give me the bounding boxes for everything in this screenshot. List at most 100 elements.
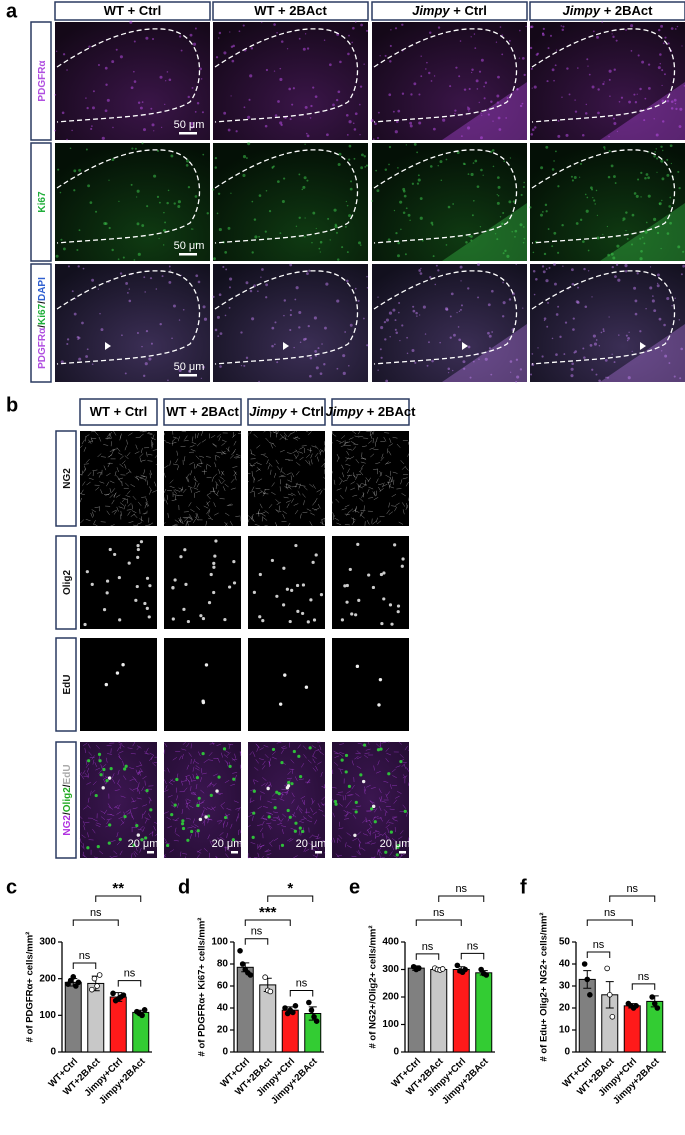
signal [189, 33, 193, 37]
signal [276, 31, 278, 34]
process [195, 830, 199, 835]
process [142, 804, 148, 807]
process [175, 458, 179, 464]
process [128, 468, 132, 474]
process [293, 454, 297, 459]
signal [142, 128, 147, 132]
signal [522, 226, 525, 228]
process [140, 477, 146, 480]
signal [595, 339, 598, 341]
signal [460, 135, 463, 138]
signal [611, 33, 613, 35]
process [203, 759, 209, 763]
signal [326, 133, 329, 137]
nucleus [90, 582, 94, 586]
process [234, 753, 236, 759]
nucleus [94, 793, 98, 798]
process [380, 796, 383, 802]
treatment: + Ctrl [110, 404, 147, 419]
process [216, 743, 222, 747]
signal [251, 200, 254, 203]
y-tick-label: 300 [39, 937, 56, 948]
process [218, 469, 221, 475]
process [333, 479, 336, 485]
signal [511, 231, 513, 233]
process [105, 437, 111, 439]
signal [647, 176, 650, 180]
process [282, 813, 287, 818]
nucleus [294, 821, 298, 825]
process [185, 774, 191, 777]
signal [144, 291, 146, 293]
process [181, 519, 184, 524]
process [169, 479, 174, 484]
process [339, 480, 343, 485]
signal [136, 222, 140, 226]
process [208, 759, 214, 761]
nucleus [209, 793, 213, 797]
nucleus [301, 583, 306, 587]
process [259, 827, 264, 833]
process [363, 789, 366, 795]
process [107, 803, 111, 808]
process [87, 832, 89, 838]
signal [410, 93, 413, 96]
process [100, 456, 106, 458]
process [177, 465, 180, 471]
signal [384, 338, 387, 341]
process [198, 751, 201, 757]
process [287, 770, 292, 775]
signal [496, 94, 500, 98]
process [106, 510, 110, 516]
process [370, 842, 376, 845]
signal [633, 286, 637, 290]
signal [549, 34, 552, 37]
process [139, 768, 144, 773]
treatment: + 2BAct [600, 3, 653, 18]
signal [295, 286, 299, 290]
significance-label: ns [296, 977, 308, 989]
process [398, 741, 402, 745]
nucleus [105, 579, 110, 583]
row-label-part: Olig2 [62, 787, 73, 812]
process [351, 784, 355, 790]
process [357, 485, 363, 489]
process [80, 519, 85, 524]
process [368, 440, 373, 444]
process [340, 444, 346, 447]
process [134, 476, 139, 480]
signal [71, 129, 73, 132]
signal [238, 30, 241, 33]
signal [315, 354, 318, 357]
signal [570, 374, 574, 378]
signal [639, 330, 642, 333]
edu-nucleus [115, 671, 120, 675]
signal [251, 251, 254, 254]
nucleus [135, 584, 139, 589]
process [94, 506, 100, 508]
process [375, 462, 381, 465]
row-label-box [30, 263, 52, 383]
nucleus [347, 784, 352, 789]
signal [97, 63, 100, 67]
process [334, 752, 340, 755]
nucleus [201, 616, 206, 621]
signal [593, 199, 596, 202]
nucleus [379, 747, 383, 751]
process [311, 846, 317, 848]
signal [467, 126, 471, 130]
signal [231, 59, 235, 63]
data-point [416, 965, 422, 971]
process [232, 772, 238, 774]
significance-bracket [586, 919, 633, 926]
signal [625, 229, 627, 232]
signal [579, 162, 583, 165]
process [354, 507, 357, 513]
signal [468, 110, 470, 112]
process [193, 487, 199, 490]
signal [555, 353, 558, 356]
nucleus [186, 838, 190, 842]
signal [636, 93, 638, 95]
process [391, 816, 397, 820]
signal [91, 125, 93, 127]
